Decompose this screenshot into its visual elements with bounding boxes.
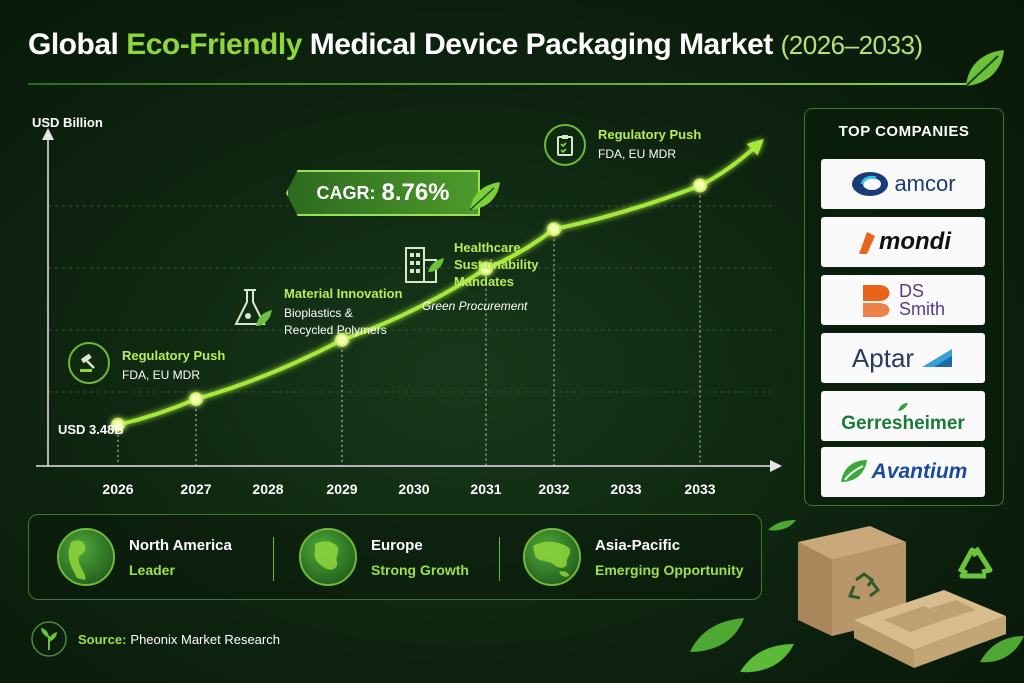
annotation-subtitle: Green Procurement <box>422 299 528 313</box>
company-card-avantium: Avantium <box>821 447 985 497</box>
annotation-title-line: Healthcare <box>454 240 521 255</box>
recycle-icon <box>957 546 993 579</box>
top-companies-panel: TOP COMPANIES amcor mondi DS Smith Aptar… <box>804 108 1004 506</box>
leaf-icon <box>690 618 744 652</box>
source-text: Pheonix Market Research <box>130 631 280 647</box>
annotation-title: Material Innovation <box>284 286 403 301</box>
annotation-healthcare-mandates: Healthcare Sustainability Mandates <box>400 240 539 289</box>
cagr-label: CAGR: <box>316 182 376 203</box>
y-axis-label: USD Billion <box>32 115 103 130</box>
drop-lines <box>117 185 701 466</box>
sprout-icon <box>31 621 67 657</box>
gavel-icon <box>68 342 110 384</box>
x-tick-label: 2029 <box>326 481 357 497</box>
data-point <box>189 392 203 407</box>
gerresheimer-logo-icon <box>897 403 908 411</box>
company-card-amcor: amcor <box>821 159 985 209</box>
company-name: Avantium <box>871 460 968 483</box>
data-points <box>111 178 707 432</box>
aptar-logo-icon <box>922 349 953 367</box>
ds-smith-logo-icon <box>862 285 890 317</box>
company-name: Smith <box>898 299 945 319</box>
building-icon <box>400 240 446 286</box>
title-highlight: Eco-Friendly <box>126 28 302 61</box>
tray-icon <box>854 590 1006 668</box>
data-point <box>111 417 125 432</box>
title-years: (2026–2033) <box>780 30 923 60</box>
globe-americas-icon <box>57 528 115 586</box>
data-point <box>479 261 493 276</box>
title-part-3: Medical Device Packaging Market <box>301 28 781 61</box>
clipboard-icon <box>544 124 586 166</box>
data-point <box>547 222 561 237</box>
top-companies-title: TOP COMPANIES <box>838 123 970 140</box>
cagr-badge: CAGR: 8.76% <box>286 170 480 216</box>
company-card-mondi: mondi <box>821 217 985 267</box>
eco-packaging-illustration <box>690 520 1024 673</box>
company-name: Gerresheimer <box>841 413 965 434</box>
leaf-icon <box>980 636 1024 663</box>
company-name: DS <box>898 281 924 301</box>
company-card-aptar: Aptar <box>821 333 985 383</box>
annotation-material-innovation: Material Innovation Bioplastics & Recycl… <box>230 286 402 337</box>
x-tick-label: 2030 <box>398 481 429 497</box>
x-tick-labels: 2026 2027 2028 2029 2030 2031 2032 2033 2033 <box>102 481 715 497</box>
annotation-line: Recycled Polymers <box>284 323 387 337</box>
region-europe: Europe Strong Growth <box>299 525 469 589</box>
globe-asia-icon <box>523 528 581 586</box>
annotation-line: Bioplastics & <box>284 306 353 320</box>
regions-panel: North America Leader Europe Strong Growt… <box>28 514 762 600</box>
x-tick-label: 2033 <box>684 481 715 497</box>
avantium-logo-icon <box>840 460 867 482</box>
data-point <box>693 178 707 193</box>
annotation-regulatory-push-2: Regulatory Push FDA, EU MDR <box>544 124 701 166</box>
annotation-title: Regulatory Push <box>122 348 226 363</box>
region-asia-pacific: Asia-Pacific Emerging Opportunity <box>523 525 744 589</box>
region-divider <box>273 537 274 581</box>
region-north-america: North America Leader <box>57 525 232 589</box>
region-divider <box>499 537 500 581</box>
annotation-regulatory-push-1: Regulatory Push FDA, EU MDR <box>68 342 225 384</box>
annotation-title-line: Mandates <box>454 274 514 289</box>
region-status: Strong Growth <box>371 561 469 578</box>
company-card-gerresheimer: Gerresheimer <box>821 391 985 441</box>
leaf-icon <box>469 182 500 211</box>
region-name: Asia-Pacific <box>595 536 681 554</box>
title-underline <box>28 83 968 85</box>
company-name: amcor <box>894 171 956 196</box>
mondi-logo-icon <box>859 232 875 254</box>
cagr-value: 8.76% <box>381 179 450 206</box>
company-card-ds-smith: DS Smith <box>821 275 985 325</box>
region-status: Leader <box>129 561 175 578</box>
x-tick-label: 2032 <box>538 481 569 497</box>
annotation-subtitle: FDA, EU MDR <box>598 147 676 161</box>
start-value-label: USD 3.48B <box>58 422 124 437</box>
x-tick-label: 2033 <box>610 481 641 497</box>
source-label: Source: <box>78 631 127 647</box>
annotation-title-line: Sustainability <box>454 257 539 272</box>
company-name: Aptar <box>851 342 915 373</box>
annotation-subtitle: FDA, EU MDR <box>122 368 200 382</box>
x-tick-label: 2028 <box>252 481 283 497</box>
region-name: Europe <box>371 536 423 554</box>
x-tick-label: 2027 <box>180 481 211 497</box>
flask-icon <box>230 286 274 330</box>
company-name: mondi <box>879 228 951 255</box>
amcor-logo-icon <box>852 172 889 196</box>
data-point <box>335 332 349 347</box>
leaf-icon <box>965 50 1004 87</box>
globe-europe-icon <box>299 528 357 586</box>
annotation-title: Regulatory Push <box>598 127 702 142</box>
x-tick-label: 2031 <box>470 481 501 497</box>
leaf-icon <box>740 644 794 673</box>
leaf-icon <box>768 520 796 531</box>
title-part-1: Global <box>28 28 127 61</box>
source-note: Source: Pheonix Market Research <box>30 620 280 658</box>
page-title: Global Eco-Friendly Medical Device Packa… <box>28 28 923 62</box>
region-status: Emerging Opportunity <box>595 561 744 578</box>
region-name: North America <box>129 536 232 554</box>
x-tick-label: 2026 <box>102 481 133 497</box>
